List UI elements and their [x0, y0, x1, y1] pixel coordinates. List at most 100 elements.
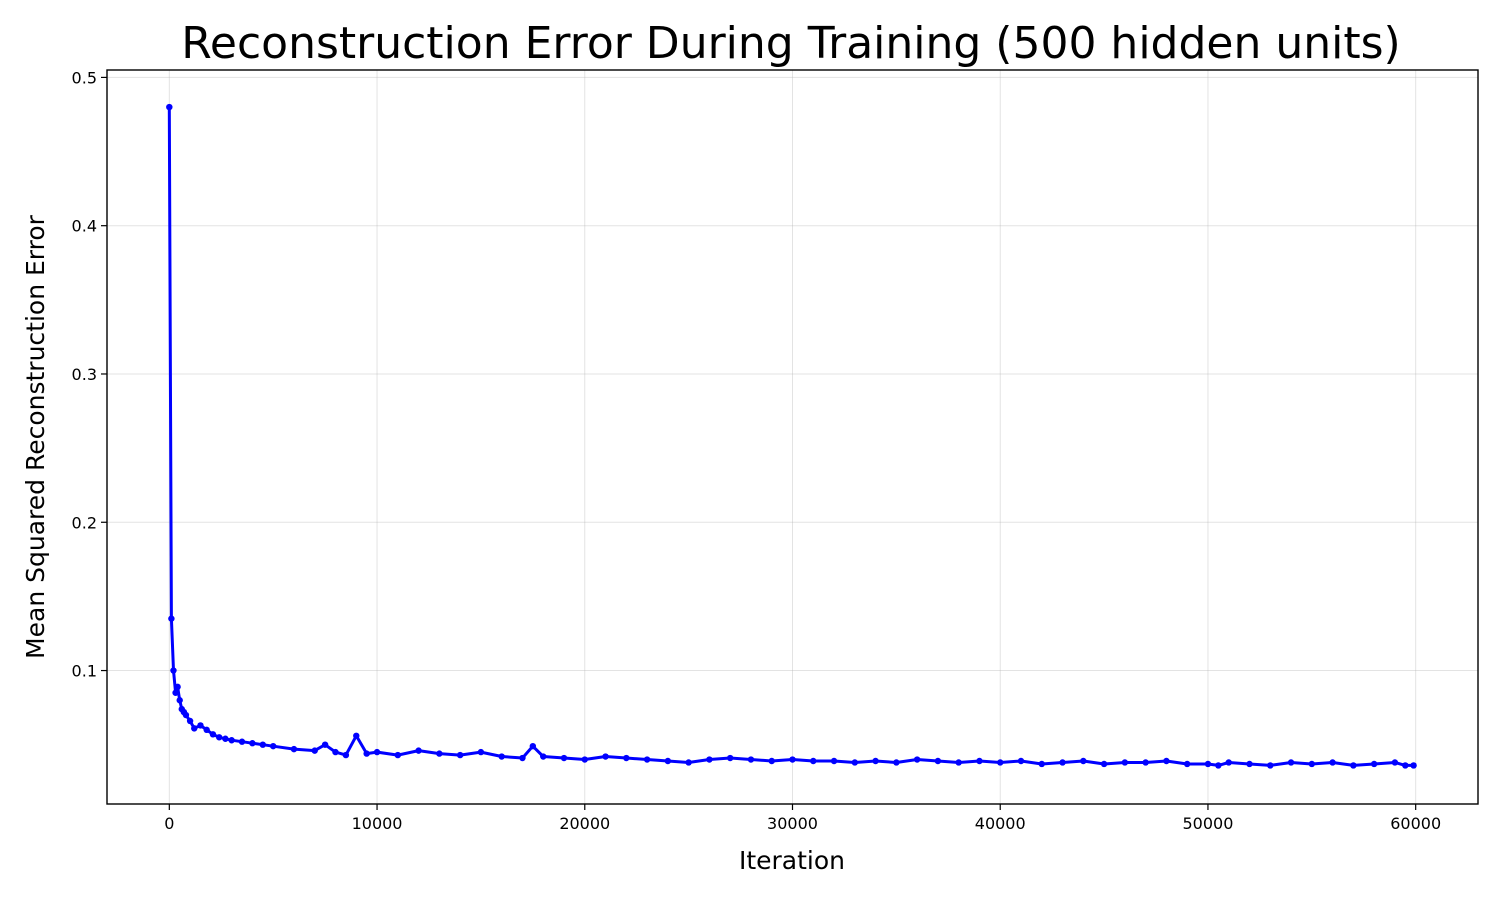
- data-point: [1142, 759, 1149, 766]
- x-axis-ticks: 0 10000 20000 30000 40000 50000 60000: [164, 804, 1441, 833]
- data-point: [373, 748, 381, 756]
- data-point: [436, 750, 443, 757]
- data-point: [706, 756, 713, 763]
- data-point: [1059, 759, 1066, 766]
- data-point: [415, 747, 422, 754]
- data-point: [249, 740, 256, 747]
- data-point: [215, 734, 223, 741]
- x-tick-label: 40000: [975, 814, 1026, 833]
- data-point: [934, 757, 942, 765]
- data-point: [581, 756, 588, 763]
- data-point: [872, 757, 879, 765]
- data-point: [1215, 762, 1222, 769]
- data-point: [623, 754, 630, 762]
- x-tick-label: 20000: [559, 814, 610, 833]
- data-point: [172, 689, 179, 696]
- data-point: [191, 725, 198, 732]
- data-point: [893, 759, 900, 766]
- data-point: [332, 748, 339, 756]
- data-point: [1370, 760, 1378, 768]
- data-point: [976, 757, 983, 765]
- data-point: [643, 756, 651, 763]
- data-point: [1410, 762, 1417, 769]
- data-point: [540, 753, 547, 760]
- data-point: [290, 745, 298, 753]
- data-point: [1350, 762, 1357, 769]
- data-point: [174, 683, 181, 691]
- x-tick-label: 60000: [1390, 814, 1441, 833]
- data-point: [197, 722, 204, 729]
- data-point: [726, 754, 734, 762]
- data-point: [1204, 760, 1212, 768]
- data-point: [851, 759, 859, 766]
- series-layer: [166, 103, 1417, 769]
- grid-layer: [107, 70, 1478, 804]
- data-point: [498, 753, 505, 760]
- data-point: [602, 753, 609, 760]
- data-point: [203, 726, 210, 734]
- y-tick-label: 0.5: [72, 68, 97, 87]
- data-point: [1080, 757, 1087, 765]
- data-point: [182, 711, 190, 719]
- data-point: [830, 757, 838, 765]
- data-point: [1100, 760, 1108, 768]
- data-point: [353, 732, 360, 739]
- data-point: [186, 717, 194, 725]
- data-point: [685, 759, 692, 766]
- data-point: [311, 747, 318, 754]
- y-axis-label: Mean Squared Reconstruction Error: [21, 214, 50, 659]
- data-point: [209, 731, 217, 738]
- data-point: [228, 737, 235, 744]
- data-point: [166, 103, 173, 111]
- data-point: [394, 751, 402, 759]
- data-point: [1287, 759, 1295, 766]
- data-point: [1183, 760, 1191, 768]
- data-point: [997, 759, 1004, 766]
- data-point: [1267, 762, 1274, 769]
- data-point: [1121, 759, 1129, 766]
- data-point: [519, 754, 526, 762]
- data-point: [1225, 759, 1232, 766]
- data-point: [789, 756, 796, 763]
- data-point: [913, 756, 921, 763]
- data-point: [1402, 762, 1409, 769]
- x-tick-label: 50000: [1183, 814, 1234, 833]
- data-point: [170, 667, 177, 674]
- y-tick-label: 0.1: [72, 662, 97, 681]
- data-point: [768, 757, 775, 765]
- data-point: [342, 751, 350, 759]
- data-point: [1038, 760, 1045, 768]
- x-tick-label: 10000: [352, 814, 403, 833]
- data-point: [456, 751, 464, 759]
- series-line: [167, 107, 1414, 767]
- y-tick-label: 0.4: [72, 217, 97, 236]
- data-point: [259, 741, 266, 748]
- data-point: [664, 757, 672, 765]
- x-tick-label: 30000: [767, 814, 818, 833]
- data-point: [321, 741, 329, 748]
- data-point: [168, 615, 175, 622]
- data-point: [363, 750, 370, 757]
- data-point: [1329, 759, 1336, 766]
- data-point: [477, 748, 485, 756]
- data-point: [269, 742, 277, 750]
- data-point: [222, 735, 229, 742]
- data-point: [1391, 759, 1399, 766]
- data-point: [529, 742, 537, 750]
- data-point: [1246, 760, 1253, 768]
- y-axis-ticks: 0.1 0.2 0.3 0.4 0.5: [72, 68, 107, 681]
- x-tick-label: 0: [164, 814, 174, 833]
- x-axis-label: Iteration: [739, 846, 845, 875]
- data-point: [1017, 757, 1025, 765]
- data-point: [560, 754, 568, 762]
- y-tick-label: 0.3: [72, 365, 97, 384]
- data-point: [176, 697, 183, 704]
- data-point: [238, 738, 246, 745]
- y-tick-label: 0.2: [72, 513, 97, 532]
- data-point: [955, 759, 962, 766]
- data-point: [747, 756, 755, 763]
- chart-title: Reconstruction Error During Training (50…: [181, 18, 1400, 69]
- data-point: [1308, 760, 1316, 768]
